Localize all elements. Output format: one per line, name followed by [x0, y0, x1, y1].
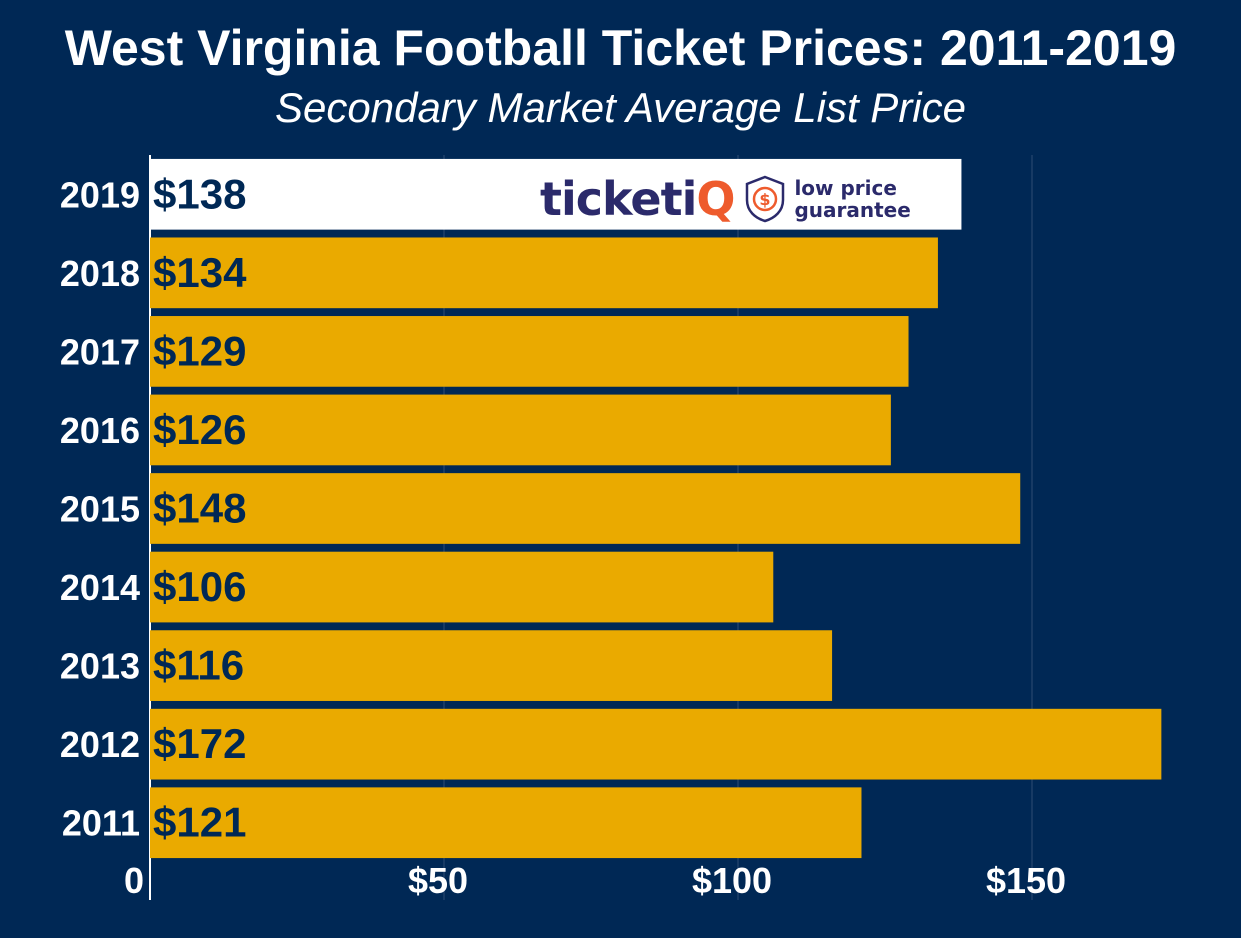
chart-title: West Virginia Football Ticket Prices: 20… — [64, 20, 1177, 76]
bar-2011 — [150, 787, 862, 859]
logo-wordmark: ticketiQ — [540, 172, 735, 226]
category-label-2015: 2015 — [60, 489, 140, 530]
bar-2017 — [150, 316, 909, 387]
x-tick-label-1: $50 — [408, 860, 468, 901]
bar-value-label-2019: $138 — [153, 170, 246, 217]
logo-word-main: ticketi — [540, 172, 697, 226]
category-label-2019: 2019 — [60, 174, 140, 215]
category-label-2018: 2018 — [60, 253, 140, 294]
logo-word-accent: Q — [696, 172, 735, 226]
bar-value-label-2015: $148 — [153, 485, 246, 532]
category-label-2012: 2012 — [60, 724, 140, 765]
bar-2012 — [150, 708, 1162, 780]
chart-subtitle: Secondary Market Average List Price — [275, 84, 966, 131]
bar-2019 — [150, 158, 962, 230]
category-label-2016: 2016 — [60, 410, 140, 451]
bar-2014 — [150, 551, 774, 623]
x-tick-label-3: $150 — [986, 860, 1066, 901]
shield-dollar-icon: $ — [746, 175, 785, 223]
tagline-line2: guarantee — [794, 198, 911, 222]
x-tick-label-0: 0 — [124, 860, 144, 901]
bar-value-label-2014: $106 — [153, 563, 246, 610]
bar-value-label-2018: $134 — [153, 249, 247, 296]
category-label-2017: 2017 — [60, 331, 140, 372]
bar-value-label-2013: $116 — [153, 642, 244, 689]
bar-2018 — [150, 237, 938, 309]
bar-2015 — [150, 473, 1021, 544]
badge-symbol: $ — [760, 190, 771, 209]
category-label-2014: 2014 — [60, 567, 140, 608]
tagline-line1: low price — [794, 176, 897, 200]
ticketiq-logo: ticketiQ $ low price guarantee — [540, 170, 960, 228]
category-label-2013: 2013 — [60, 646, 140, 687]
logo-tagline: low price guarantee — [794, 177, 910, 221]
bar-value-label-2012: $172 — [153, 720, 246, 767]
bar-2013 — [150, 630, 833, 701]
bar-value-label-2016: $126 — [153, 406, 246, 453]
bar-value-label-2011: $121 — [153, 799, 246, 846]
category-label-2011: 2011 — [62, 803, 140, 844]
x-tick-label-2: $100 — [692, 860, 772, 901]
bar-value-label-2017: $129 — [153, 327, 246, 374]
bar-2016 — [150, 394, 891, 466]
